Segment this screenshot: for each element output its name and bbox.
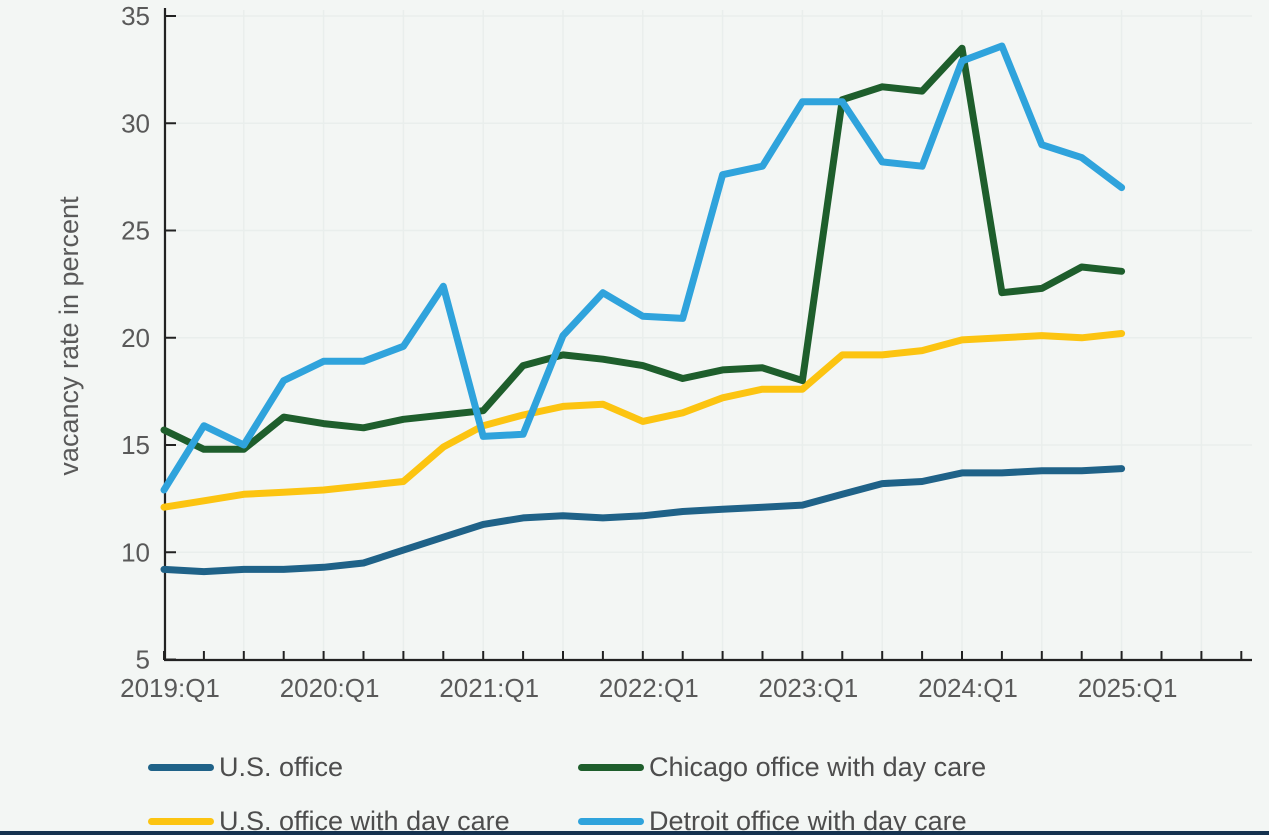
x-tick-label: 2020:Q1: [280, 673, 380, 703]
legend-label: U.S. office with day care: [219, 805, 510, 835]
x-tick-label: 2024:Q1: [918, 673, 1018, 703]
legend-line-swatch: [148, 763, 214, 771]
legend-item-u-s-office-with-day-care: U.S. office with day care: [148, 794, 578, 835]
data-series-lines: [160, 42, 1126, 576]
series-line-chicago-office-with-day-care: [160, 44, 1126, 453]
x-tick-label: 2023:Q1: [759, 673, 859, 703]
y-tick-label: 35: [121, 1, 150, 31]
legend-label: Detroit office with day care: [649, 805, 967, 835]
chart-legend: U.S. office Chicago office with day care U…: [148, 740, 986, 835]
legend-label: U.S. office: [219, 751, 344, 782]
legend-item-u-s-office: U.S. office: [148, 740, 578, 794]
y-tick-label: 10: [121, 537, 150, 567]
legend-item-detroit-office-with-day-care: Detroit office with day care: [578, 794, 986, 835]
series-line-u-s-office: [160, 465, 1126, 576]
series-line-detroit-office-with-day-care: [160, 42, 1126, 494]
y-tick-label: 25: [121, 216, 150, 246]
legend-label: Chicago office with day care: [649, 751, 987, 782]
y-axis-title: vacancy rate in percent: [54, 196, 84, 476]
legend-item-chicago-office-with-day-care: Chicago office with day care: [578, 740, 986, 794]
axis-tick-labels: 5 10 15 20 25 30 35 2019:Q1 2020:Q1 2021:Q1 2022:Q…: [120, 1, 1177, 703]
window-bottom-edge: [0, 831, 1269, 835]
vacancy-rate-line-chart: 5 10 15 20 25 30 35 2019:Q1 2020:Q1 2021:Q1 2022:Q…: [54, 1, 1252, 703]
legend-line-swatch: [578, 763, 644, 771]
legend-line-swatch: [578, 817, 644, 825]
y-tick-label: 5: [136, 645, 150, 675]
y-tick-label: 15: [121, 430, 150, 460]
x-tick-label: 2021:Q1: [439, 673, 539, 703]
legend-line-swatch: [148, 817, 214, 825]
x-tick-label: 2019:Q1: [120, 673, 220, 703]
axes: [163, 8, 1252, 662]
series-line-u-s-office-with-day-care: [160, 330, 1126, 511]
x-tick-label: 2025:Q1: [1078, 673, 1178, 703]
y-tick-label: 20: [121, 323, 150, 353]
y-tick-label: 30: [121, 108, 150, 138]
x-tick-label: 2022:Q1: [599, 673, 699, 703]
